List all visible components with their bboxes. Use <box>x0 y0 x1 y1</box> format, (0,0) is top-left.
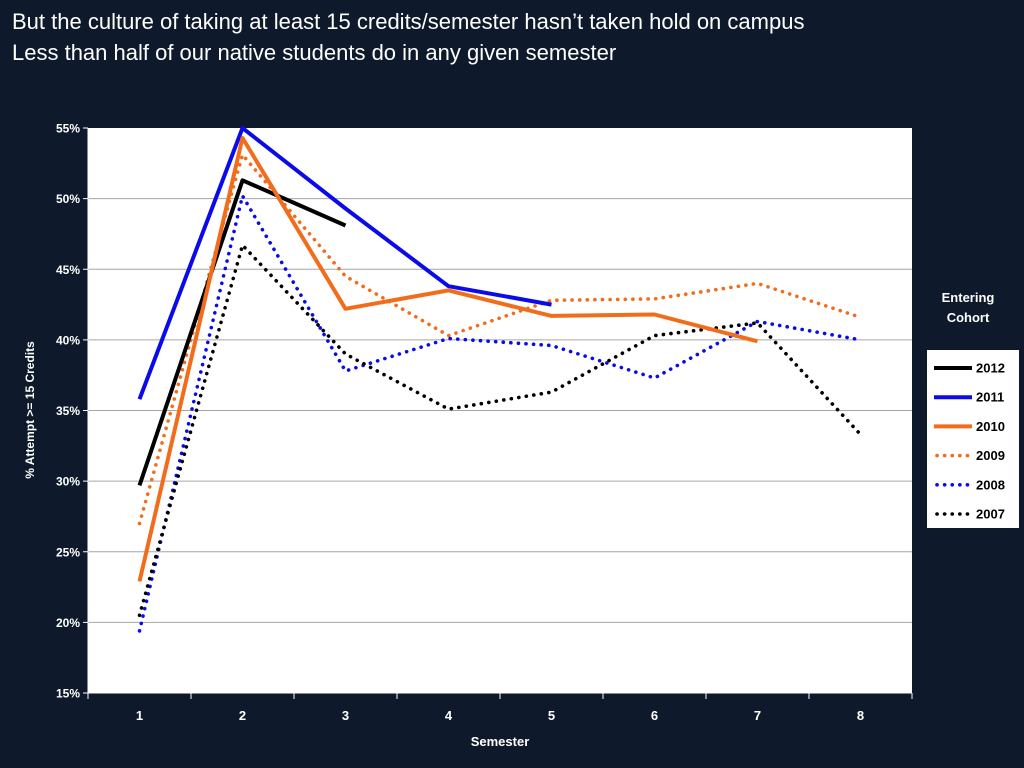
legend-title-line-1: Entering <box>942 290 995 305</box>
y-tick-label: 15% <box>56 687 80 701</box>
y-tick-label: 30% <box>56 475 80 489</box>
x-tick-label: 1 <box>136 708 143 723</box>
series-line-2007 <box>137 243 863 618</box>
legend-title-line-2: Cohort <box>947 310 990 325</box>
x-tick-label: 6 <box>651 708 658 723</box>
legend: 2012 2011 2010 2009 2008 2007 <box>934 361 1005 522</box>
series-line-2011 <box>137 126 552 400</box>
slide-title-line-2: Less than half of our native students do… <box>12 40 617 65</box>
axes: 15% 20% 25% 30% 35% 40% 45% 50% 55% 1 2 3 4 5 6 7 8 <box>56 122 913 723</box>
x-tick-label: 5 <box>548 708 555 723</box>
legend-label-2009: 2009 <box>976 448 1005 463</box>
legend-label-2012: 2012 <box>976 361 1005 376</box>
slide-title-line-1: But the culture of taking at least 15 cr… <box>12 9 805 34</box>
x-tick-label: 7 <box>754 708 761 723</box>
y-axis-title: % Attempt >= 15 Credits <box>23 341 37 479</box>
legend-label-2008: 2008 <box>976 477 1005 492</box>
y-tick-label: 50% <box>56 192 80 206</box>
y-tick-label: 45% <box>56 263 80 277</box>
series-line-2009 <box>137 153 863 526</box>
legend-label-2010: 2010 <box>976 419 1005 434</box>
series-line-2012 <box>137 178 347 487</box>
y-tick-label: 55% <box>56 122 80 136</box>
legend-box <box>927 350 1019 528</box>
x-tick-label: 8 <box>857 708 864 723</box>
slide-title: But the culture of taking at least 15 cr… <box>12 6 1012 68</box>
x-axis-title: Semester <box>471 734 530 749</box>
gridlines <box>88 198 912 623</box>
y-tick-label: 25% <box>56 545 80 559</box>
y-tick-label: 35% <box>56 404 80 418</box>
y-tick-label: 20% <box>56 616 80 630</box>
x-tick-label: 4 <box>445 708 453 723</box>
legend-label-2011: 2011 <box>976 390 1004 405</box>
legend-label-2007: 2007 <box>976 507 1005 522</box>
x-tick-label: 3 <box>342 708 349 723</box>
y-tick-label: 40% <box>56 333 80 347</box>
series-lines <box>137 126 863 633</box>
x-tick-label: 2 <box>239 708 246 723</box>
series-line-2010 <box>137 135 759 582</box>
